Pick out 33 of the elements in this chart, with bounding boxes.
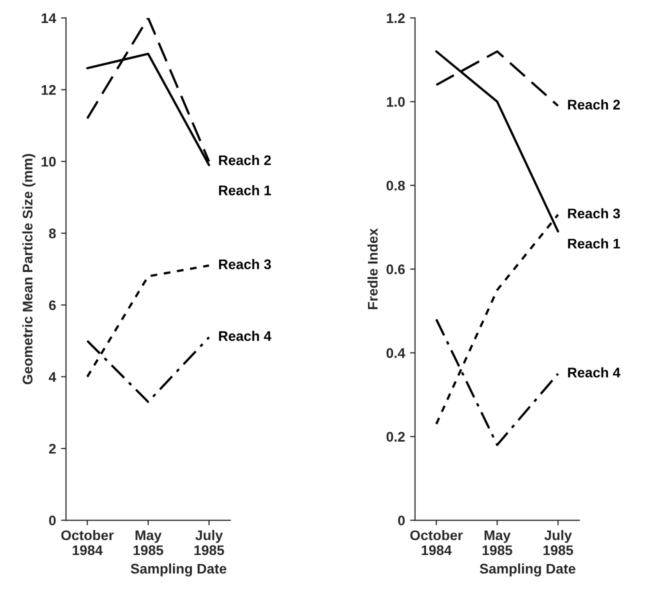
series-label: Reach 1 <box>568 238 620 249</box>
series-label: Reach 2 <box>568 99 620 110</box>
y-tick-label: 0 <box>49 516 56 526</box>
y-tick-label: 14 <box>42 13 56 23</box>
y-tick-label: 0.4 <box>386 348 406 358</box>
y-axis-title: Geometric Mean Particle Size (mm) <box>22 154 36 384</box>
y-tick-label: 0.8 <box>386 180 405 191</box>
y-tick-label: 0.2 <box>386 432 405 442</box>
y-axis-title: Fredle Index <box>367 228 378 310</box>
x-tick-label: May 1985 <box>134 530 164 556</box>
x-tick-label: May 1985 <box>482 530 512 556</box>
x-tick-label: July 1985 <box>194 530 224 556</box>
y-tick-label: 0 <box>398 516 405 526</box>
y-tick-label: 1.0 <box>386 96 405 107</box>
series-label: Reach 4 <box>568 367 620 378</box>
y-tick-label: 0.6 <box>386 264 405 274</box>
x-tick-label: July 1985 <box>543 530 574 556</box>
x-axis-title: Sampling Date <box>480 563 576 576</box>
series-label: Reach 3 <box>219 259 271 270</box>
y-tick-label: 4 <box>48 372 56 382</box>
x-tick-label: October 1984 <box>61 530 114 556</box>
x-axis-title: Sampling Date <box>130 563 226 576</box>
y-tick-label: 6 <box>49 300 56 310</box>
y-tick-label: 8 <box>48 228 56 238</box>
y-tick-label: 1.2 <box>386 13 405 23</box>
y-tick-label: 2 <box>49 444 56 454</box>
series-label: Reach 4 <box>219 330 272 341</box>
series-label: Reach 3 <box>568 208 620 218</box>
y-tick-label: 12 <box>42 85 56 95</box>
series-label: Reach 2 <box>219 154 271 166</box>
y-tick-label: 10 <box>42 156 56 167</box>
series-label: Reach 1 <box>219 185 272 196</box>
x-tick-label: October 1984 <box>410 530 463 556</box>
